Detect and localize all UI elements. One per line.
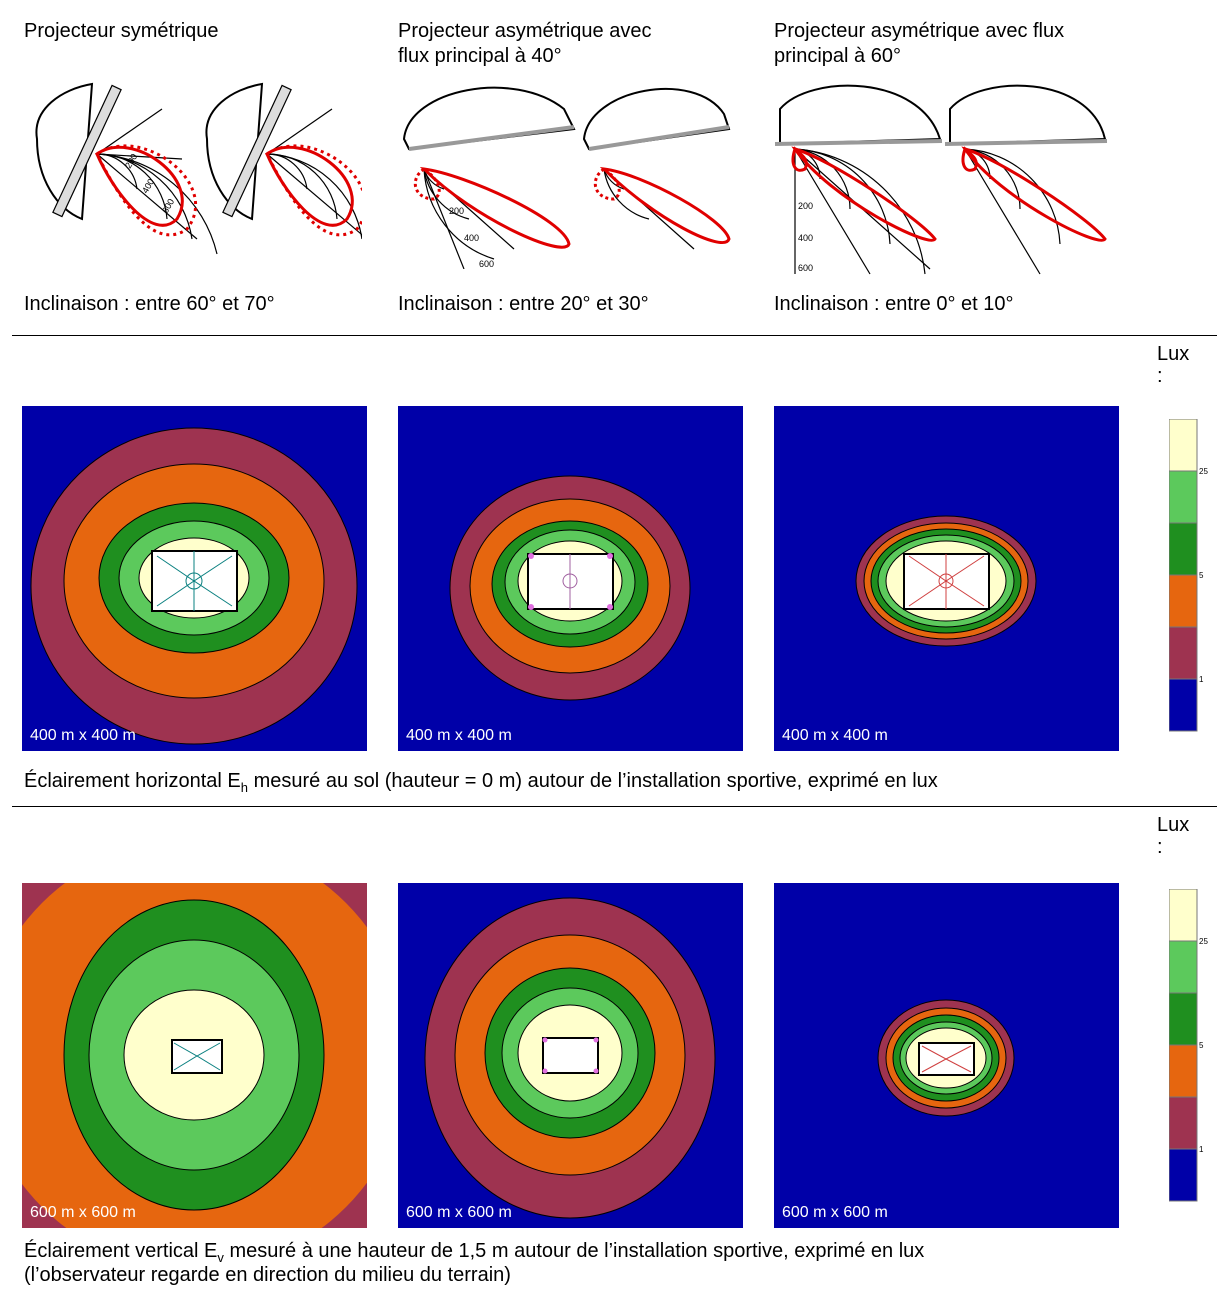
horizontal-illuminance-row: Lux : 400 m x 400 m: [12, 336, 1217, 807]
projector-types-row: Projecteur symétrique Projecteur asymétr…: [12, 7, 1217, 336]
asym40-projector-1: [402, 86, 576, 269]
vertical-caption: Éclairement vertical Ev mesuré à une hau…: [24, 1240, 925, 1265]
vertical-map-symmetric: 600 m x 600 m: [0, 840, 409, 1270]
lux-label-h: Lux: [1157, 343, 1190, 365]
horizontal-map-asym40: 400 m x 400 m: [398, 406, 743, 751]
vertical-caption-line2: (l’observateur regarde en direction du m…: [24, 1264, 511, 1286]
projector-asym60-title-line2: principal à 60°: [774, 45, 901, 67]
inclination-asym60: Inclinaison : entre 0° et 10°: [774, 293, 1014, 315]
asym40-polar-label-600: 600: [479, 259, 494, 269]
scale-v-tick-5: 5: [1199, 1041, 1204, 1050]
asym40-polar-label-200: 200: [449, 206, 464, 216]
asym60-projector-2: [944, 84, 1108, 275]
scale-h-tick-5: 5: [1199, 571, 1204, 580]
vertical-map-label-2: 600 m x 600 m: [406, 1204, 512, 1221]
asym40-projector-2: [582, 87, 731, 250]
lux-colon-v: :: [1157, 836, 1163, 858]
projector-asym40-title-line2: flux principal à 40°: [398, 45, 562, 67]
vertical-illuminance-row: Lux : 600 m x 600 m 600 m x 600 m: [0, 807, 1217, 1299]
sym1-polar-label-400: 400: [140, 177, 156, 195]
lux-scale-horizontal: 25 10 5 2 1: [1169, 419, 1208, 732]
asym60-polar-label-400: 400: [798, 233, 813, 243]
scale-v-tick-25: 25: [1199, 937, 1208, 946]
vertical-map-asym60: 600 m x 600 m: [774, 883, 1119, 1228]
asym40-polar-label-400: 400: [464, 233, 479, 243]
lux-scale-vertical: 25 10 5 2 1: [1169, 889, 1208, 1202]
scale-v-tick-1: 1: [1199, 1145, 1204, 1154]
lux-label-v: Lux: [1157, 814, 1190, 836]
horizontal-map-label-3: 400 m x 400 m: [782, 727, 888, 744]
vertical-map-asym40: 600 m x 600 m: [398, 883, 743, 1228]
horizontal-map-label-1: 400 m x 400 m: [30, 727, 136, 744]
projector-symmetric-title: Projecteur symétrique: [24, 20, 219, 42]
horizontal-caption: Éclairement horizontal Eh mesuré au sol …: [24, 770, 938, 795]
symmetric-projector-2: [205, 82, 362, 240]
asym40-projector-diagrams: 200 400 600: [402, 86, 731, 269]
horizontal-map-label-2: 400 m x 400 m: [406, 727, 512, 744]
asym60-projector-1: [774, 84, 943, 275]
vertical-map-label-3: 600 m x 600 m: [782, 1204, 888, 1221]
vertical-map-label-1: 600 m x 600 m: [30, 1204, 136, 1221]
projector-asym40-title-line1: Projecteur asymétrique avec: [398, 20, 652, 42]
sym1-polar-label-200: 200: [123, 152, 139, 170]
scale-h-tick-1: 1: [1199, 675, 1204, 684]
horizontal-map-asym60: 400 m x 400 m: [774, 406, 1119, 751]
asym60-polar-label-200: 200: [798, 201, 813, 211]
symmetric-projector-diagrams: 200 400 600: [35, 82, 362, 255]
horizontal-map-symmetric: 400 m x 400 m: [22, 406, 367, 751]
lux-colon-h: :: [1157, 365, 1163, 387]
inclination-asym40: Inclinaison : entre 20° et 30°: [398, 293, 649, 315]
scale-h-tick-25: 25: [1199, 467, 1208, 476]
inclination-symmetric: Inclinaison : entre 60° et 70°: [24, 293, 275, 315]
symmetric-projector-1: [35, 82, 218, 255]
asym60-projector-diagrams: 200 400 600: [774, 84, 1108, 275]
asym60-polar-label-600: 600: [798, 263, 813, 273]
projector-asym60-title-line1: Projecteur asymétrique avec flux: [774, 20, 1065, 42]
